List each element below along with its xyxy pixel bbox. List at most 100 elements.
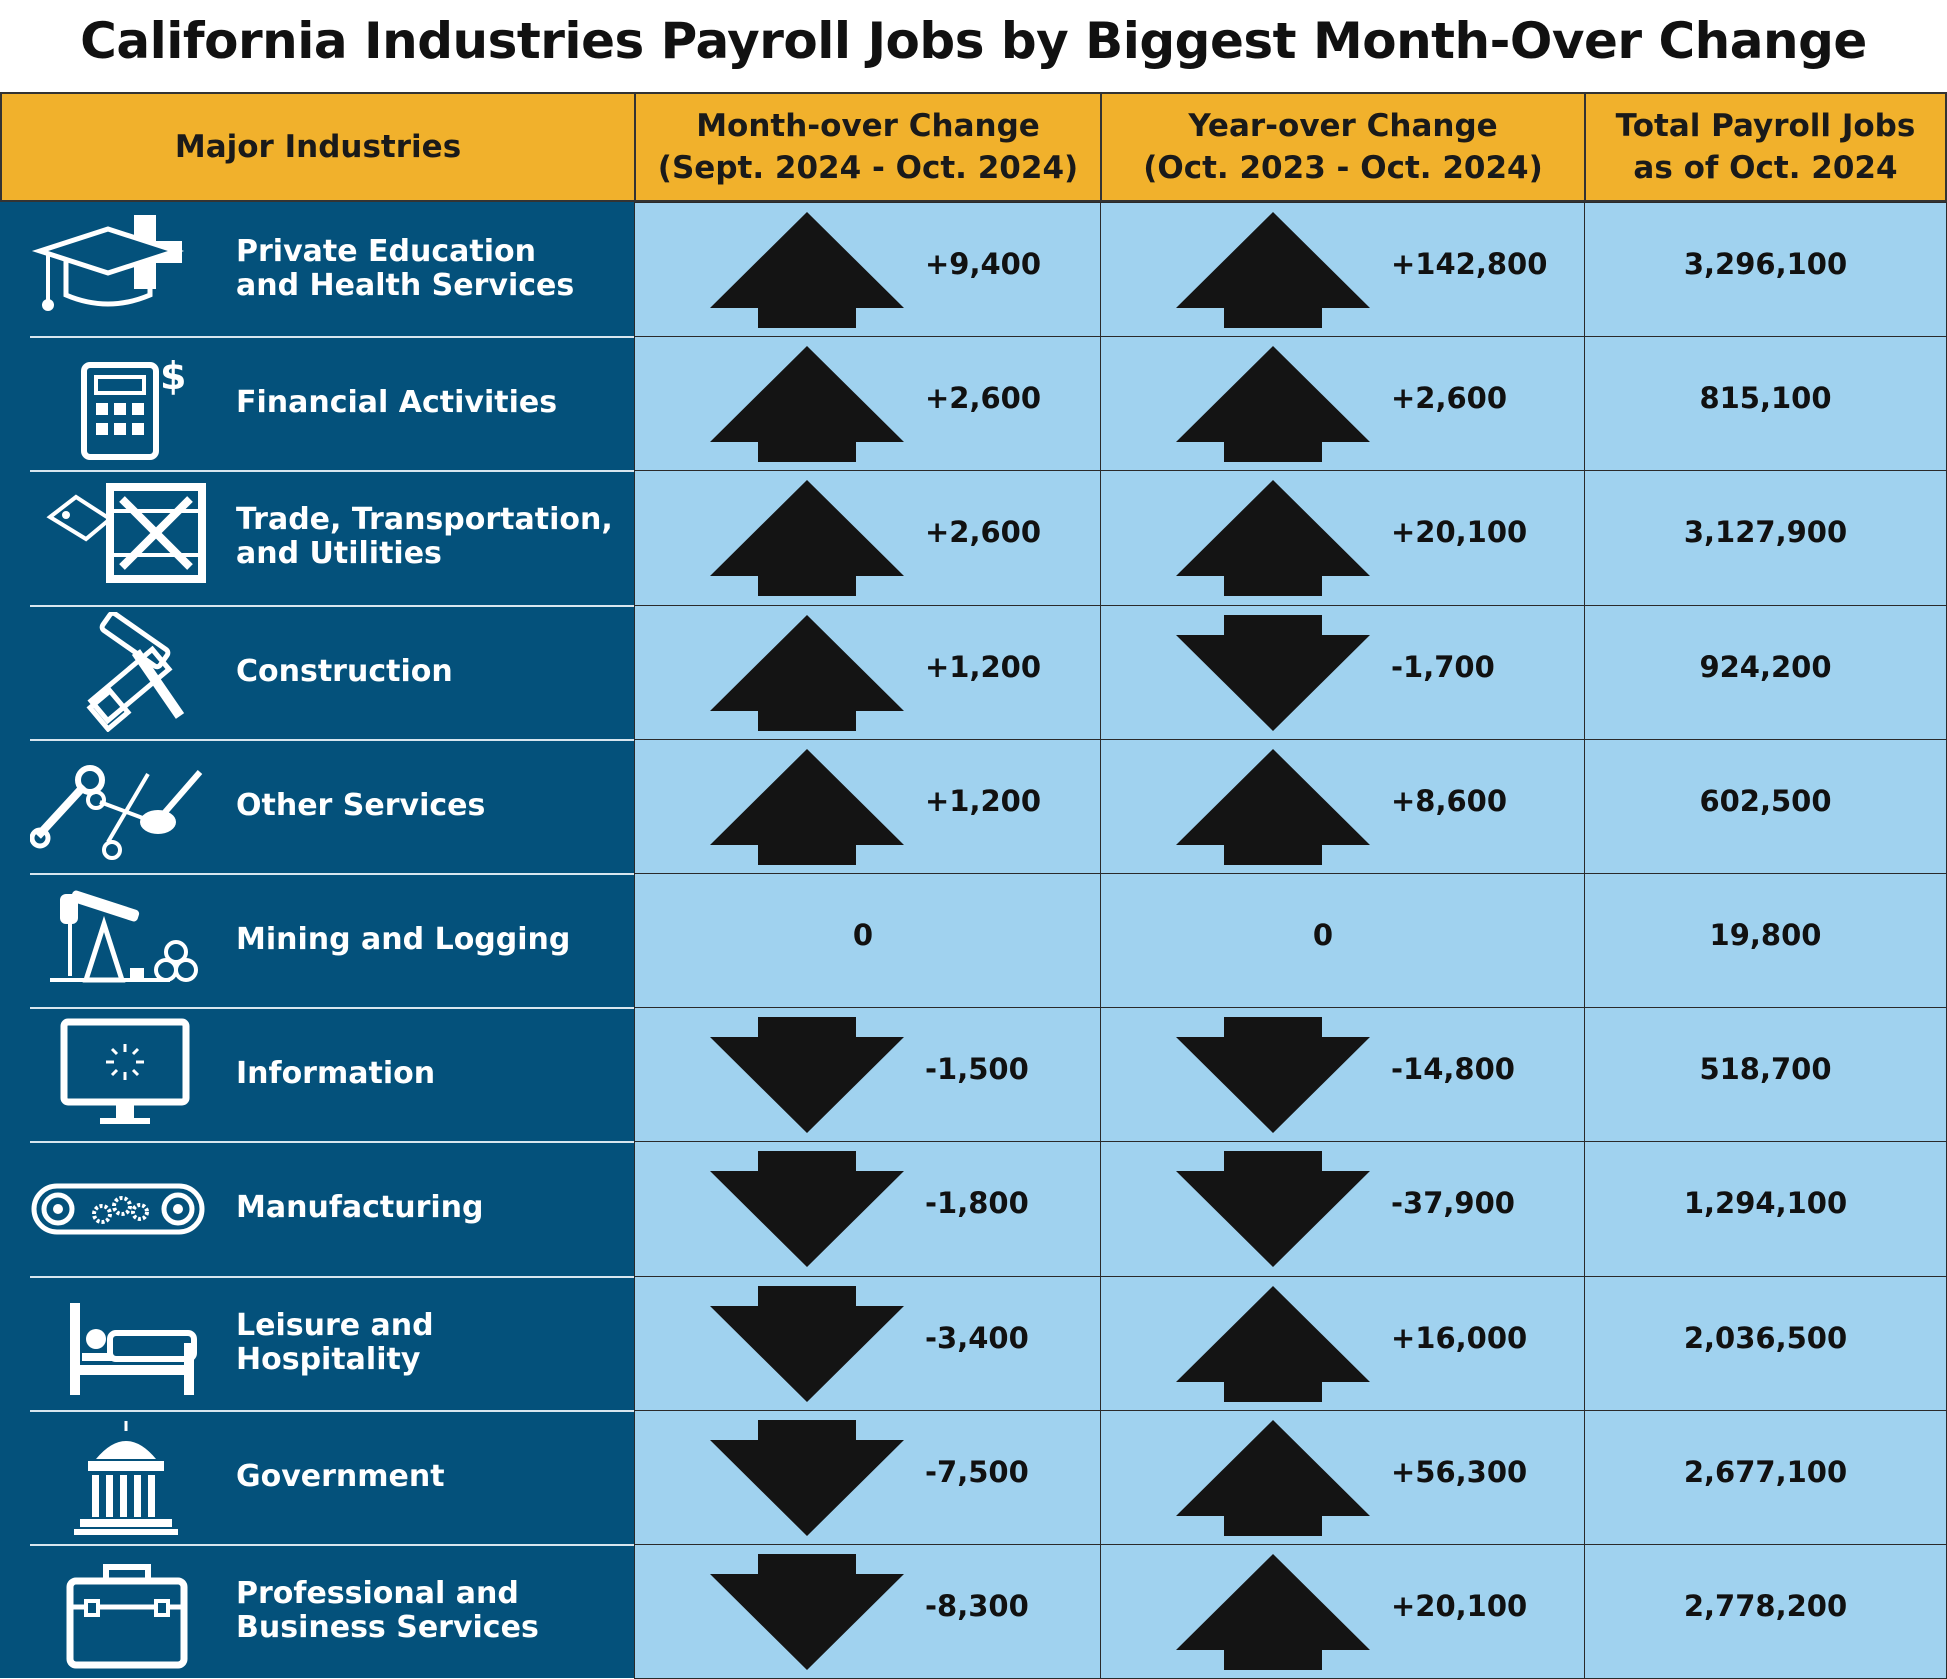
industry-name: Professional and Business Services: [236, 1544, 624, 1678]
header-total-line1: Total Payroll Jobs: [1615, 108, 1916, 144]
industry-row-label: Private Education and Health Services: [0, 202, 634, 336]
header-industries: Major Industries: [0, 92, 636, 202]
month-over-value: -3,400: [925, 1320, 1029, 1355]
up-arrow-icon: [710, 212, 904, 332]
industry-name: Manufacturing: [236, 1141, 624, 1275]
industry-name: Government: [236, 1410, 624, 1544]
down-arrow-shape: [1176, 1151, 1370, 1268]
header-month-over-change: Month-over Change (Sept. 2024 - Oct. 202…: [634, 92, 1102, 202]
month-over-value: -7,500: [925, 1454, 1029, 1489]
year-over-value: +8,600: [1391, 783, 1508, 818]
industry-name-line1: Mining and Logging: [236, 922, 571, 958]
year-over-change-cell: +16,000: [1100, 1275, 1586, 1411]
industry-name-line2: and Utilities: [236, 536, 442, 572]
row-divider: [30, 604, 634, 607]
down-arrow-shape: [710, 1151, 904, 1268]
toolbox-briefcase-icon: [30, 1550, 206, 1672]
up-arrow-icon: [710, 614, 904, 735]
total-payroll-cell: 3,296,100: [1584, 202, 1947, 338]
year-over-change-cell: +2,600: [1100, 336, 1586, 472]
total-payroll-value: 2,677,100: [1683, 1454, 1848, 1489]
month-over-change-cell: +1,200: [634, 738, 1102, 874]
month-over-value: +1,200: [925, 783, 1042, 818]
year-over-value: +20,100: [1391, 515, 1528, 550]
total-payroll-cell: 924,200: [1584, 604, 1947, 740]
industry-name-line1: Construction: [236, 653, 453, 689]
industry-name-lines: Trade, Transportation, and Utilities: [236, 503, 613, 571]
up-arrow-icon: [1176, 212, 1370, 332]
capitol-building-icon: [30, 1416, 206, 1538]
month-over-change-cell: 0: [634, 873, 1102, 1009]
total-payroll-value: 3,296,100: [1683, 247, 1848, 281]
total-payroll-value: 602,500: [1699, 783, 1832, 818]
industry-name-line1: Information: [236, 1056, 436, 1092]
industry-row-label: Other Services: [0, 739, 634, 873]
up-arrow-icon: [1176, 1285, 1370, 1406]
industry-name: Trade, Transportation, and Utilities: [236, 470, 624, 604]
down-arrow-icon: [1176, 1017, 1370, 1137]
month-over-value: +2,600: [925, 381, 1042, 416]
year-over-change-cell: +20,100: [1100, 1544, 1586, 1679]
up-arrow-shape: [1176, 1419, 1370, 1536]
up-arrow-icon: [1176, 346, 1370, 466]
hammer-saw-icon: [30, 611, 206, 733]
month-over-value: -1,800: [925, 1186, 1029, 1221]
total-payroll-cell: 2,778,200: [1584, 1544, 1947, 1679]
industry-name-lines: Private Education and Health Services: [236, 235, 574, 303]
year-over-value: +2,600: [1391, 381, 1508, 416]
industry-row-label: Leisure and Hospitality: [0, 1276, 634, 1410]
month-over-change-cell: -1,500: [634, 1007, 1102, 1143]
industry-name-line2: Business Services: [236, 1610, 539, 1646]
up-arrow-icon: [1176, 748, 1370, 869]
total-payroll-value: 518,700: [1699, 1052, 1832, 1087]
month-over-value: -1,500: [925, 1052, 1029, 1087]
up-arrow-shape: [1176, 212, 1370, 328]
industry-name-lines: Mining and Logging: [236, 923, 570, 957]
total-payroll-value: 815,100: [1699, 381, 1832, 416]
industry-name-line2: and Health Services: [236, 268, 575, 304]
industry-name-lines: Financial Activities: [236, 386, 557, 420]
industry-row-label: $ Financial Activities: [0, 336, 634, 470]
up-arrow-shape: [1176, 346, 1370, 463]
total-payroll-value: 1,294,100: [1683, 1186, 1848, 1221]
down-arrow-icon: [710, 1419, 904, 1540]
up-arrow-shape: [710, 212, 904, 328]
industry-name-lines: Other Services: [236, 788, 485, 823]
industry-name-line1: Financial Activities: [236, 385, 558, 421]
month-over-change-cell: +2,600: [634, 470, 1102, 606]
industry-name-lines: Government: [236, 1459, 445, 1494]
row-divider: [30, 336, 634, 339]
header-yoy-line2: (Oct. 2023 - Oct. 2024): [1143, 150, 1543, 186]
row-divider: [30, 738, 634, 741]
industry-name: Mining and Logging: [236, 873, 624, 1007]
row-divider: [30, 1544, 634, 1546]
year-over-change-cell: +142,800: [1100, 202, 1586, 338]
down-arrow-shape: [710, 1554, 904, 1670]
header-total-payroll-jobs: Total Payroll Jobs as of Oct. 2024: [1584, 92, 1947, 202]
month-over-value: +1,200: [925, 649, 1042, 684]
total-payroll-cell: 2,036,500: [1584, 1275, 1947, 1411]
month-over-change-cell: -3,400: [634, 1275, 1102, 1411]
header-industries-label: Major Industries: [174, 129, 462, 165]
oil-pump-logs-icon: [30, 879, 206, 1001]
year-over-change-cell: -1,700: [1100, 604, 1586, 740]
total-payroll-cell: 815,100: [1584, 336, 1947, 472]
header-mom-line1: Month-over Change: [696, 108, 1040, 144]
up-arrow-icon: [1176, 480, 1370, 600]
up-arrow-shape: [1176, 1554, 1370, 1670]
year-over-value: -1,700: [1391, 649, 1495, 684]
up-arrow-shape: [710, 614, 904, 731]
up-arrow-shape: [710, 346, 904, 463]
industry-name: Construction: [236, 605, 624, 739]
calculator-dollar-icon: $: [30, 342, 206, 464]
up-arrow-shape: [1176, 1285, 1370, 1402]
industry-name-lines: Professional and Business Services: [236, 1577, 539, 1645]
month-over-value: +9,400: [925, 247, 1042, 281]
up-arrow-icon: [1176, 1554, 1370, 1674]
industry-row-label: Construction: [0, 605, 634, 739]
year-over-change-cell: +20,100: [1100, 470, 1586, 606]
total-payroll-value: 3,127,900: [1683, 515, 1848, 550]
industry-name-lines: Manufacturing: [236, 1191, 484, 1225]
down-arrow-shape: [710, 1419, 904, 1536]
month-over-change-cell: -1,800: [634, 1141, 1102, 1277]
